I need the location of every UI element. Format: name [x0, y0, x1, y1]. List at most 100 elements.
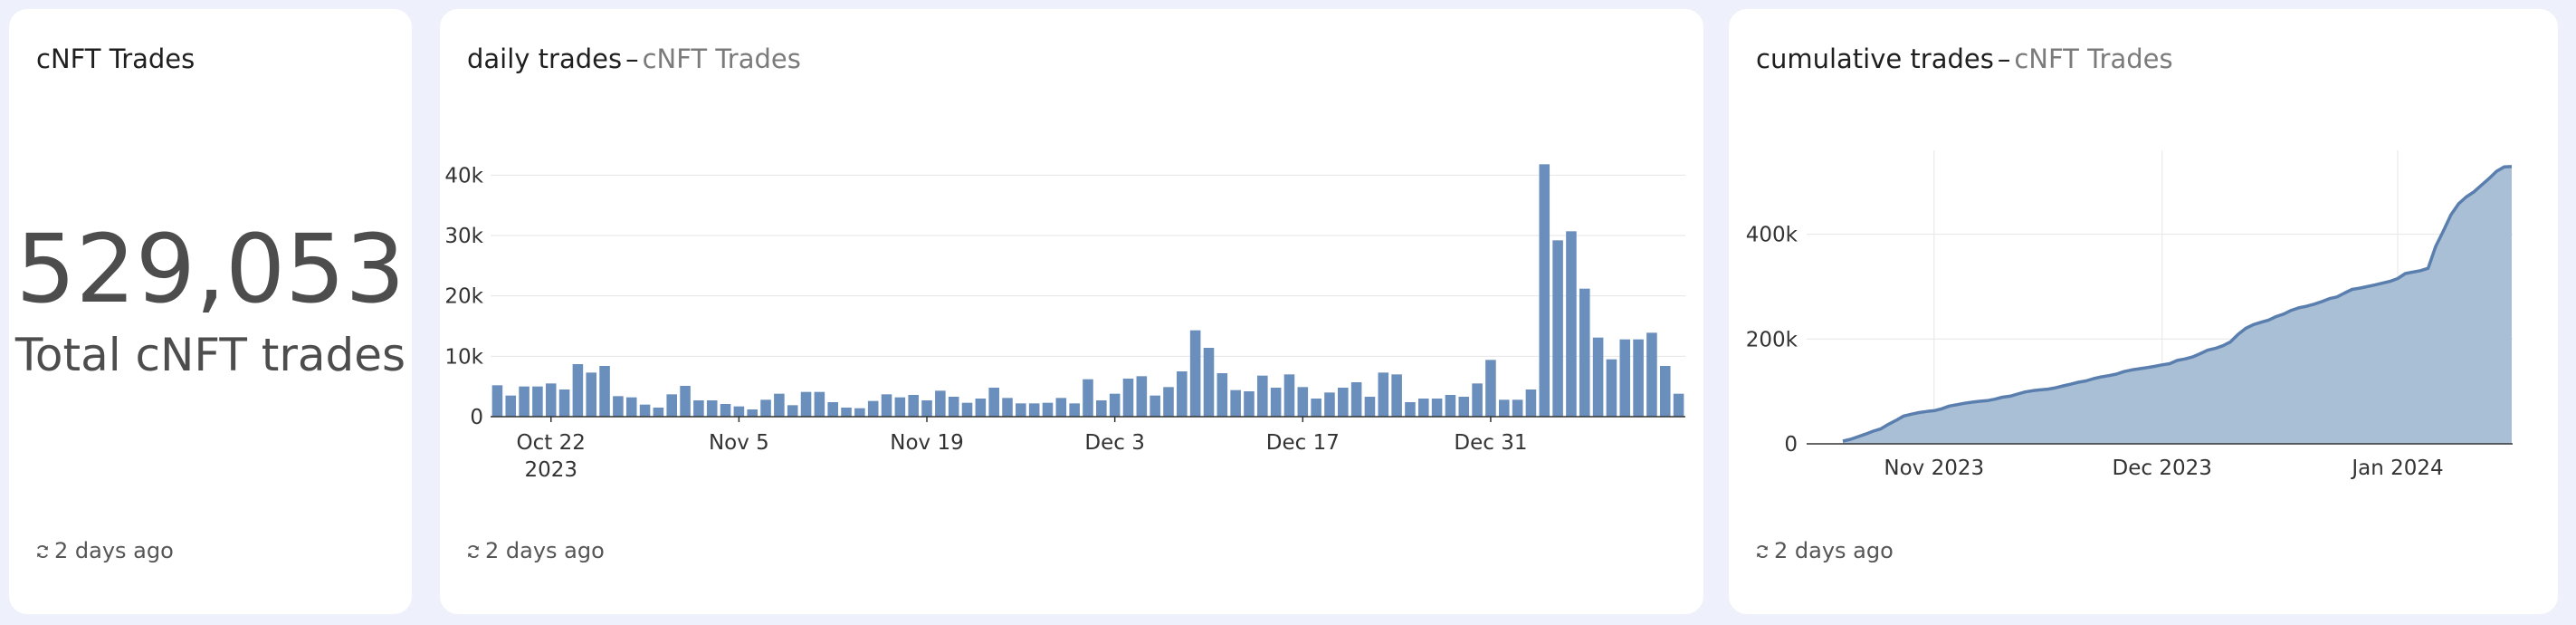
counter-card: cNFT Trades 529,053 Total cNFT trades 2 …: [9, 9, 412, 614]
daily-bar: [747, 409, 758, 417]
daily-y-tick-label: 30k: [444, 225, 483, 248]
daily-bar: [1445, 395, 1456, 417]
daily-bar: [1646, 332, 1657, 417]
daily-bar: [586, 372, 596, 417]
daily-bar: [1418, 399, 1429, 417]
daily-bar: [1043, 403, 1054, 417]
daily-bar: [1633, 340, 1644, 417]
daily-bar: [1284, 374, 1295, 417]
daily-bar: [1016, 403, 1026, 417]
daily-bar: [546, 383, 557, 417]
daily-x-tick-label: Nov 19: [890, 431, 963, 455]
daily-bar: [734, 407, 745, 417]
total-trades-label: Total cNFT trades: [9, 332, 412, 378]
daily-bar: [895, 398, 906, 417]
daily-bar: [1674, 394, 1684, 417]
daily-bar: [1607, 360, 1617, 417]
counter-card-title[interactable]: cNFT Trades: [36, 43, 195, 74]
daily-bar: [666, 394, 677, 417]
daily-bar: [599, 366, 610, 417]
daily-bar: [1391, 374, 1402, 417]
daily-y-tick-label: 10k: [444, 345, 483, 369]
daily-bar: [1096, 400, 1107, 417]
daily-bar: [827, 402, 838, 417]
daily-bar: [1324, 392, 1335, 417]
cumulative-x-tick-label: Nov 2023: [1884, 457, 1984, 480]
daily-bar: [801, 392, 812, 417]
refresh-icon[interactable]: [34, 538, 51, 563]
daily-bar: [1177, 371, 1188, 417]
daily-bar: [854, 409, 865, 417]
daily-bar: [492, 385, 503, 417]
cumulative-trades-chart[interactable]: 0 200k 400k Nov 2023 Dec 2023 Jan 2024: [1729, 9, 2558, 614]
daily-bar: [1029, 403, 1040, 417]
daily-bar: [1298, 387, 1309, 417]
daily-bar: [1204, 348, 1215, 417]
daily-bar: [1002, 398, 1013, 417]
daily-trades-chart[interactable]: 0 10k 20k 30k 40k Oct 22 2023 Nov 5 Nov 19 Dec 3 D…: [440, 9, 1703, 614]
cumulative-y-tick-label: 0: [1784, 433, 1798, 457]
daily-bar: [1485, 360, 1496, 417]
daily-bar: [693, 400, 704, 417]
daily-bar: [626, 398, 637, 417]
daily-bar: [1163, 387, 1174, 417]
daily-bar: [760, 399, 771, 417]
total-trades-value: 529,053: [9, 222, 412, 316]
daily-bar: [1338, 388, 1349, 417]
daily-bar: [1244, 391, 1255, 417]
daily-y-tick-label: 20k: [444, 285, 483, 309]
daily-bar: [1311, 399, 1321, 417]
cumulative-trades-card: cumulative trades – cNFT Trades 0 200k 400k N…: [1729, 9, 2558, 614]
daily-bar: [1512, 399, 1523, 417]
daily-bar: [1566, 231, 1577, 417]
daily-updated-text: 2 days ago: [485, 538, 605, 563]
daily-y-tick-label: 40k: [444, 164, 483, 188]
daily-bar: [1110, 394, 1121, 417]
cumulative-updated-text: 2 days ago: [1774, 538, 1894, 563]
daily-bar: [1150, 396, 1160, 417]
daily-bar: [505, 396, 516, 417]
cumulative-area: [1843, 167, 2512, 444]
cumulative-y-tick-label: 200k: [1746, 328, 1798, 351]
daily-bar: [1123, 379, 1134, 417]
daily-bar: [720, 404, 731, 417]
daily-updated[interactable]: 2 days ago: [465, 538, 605, 563]
daily-bar: [921, 400, 932, 417]
daily-bar: [1593, 338, 1604, 417]
cumulative-x-tick-label: Jan 2024: [2350, 457, 2443, 480]
daily-bar: [1539, 164, 1550, 417]
daily-bar: [815, 392, 825, 417]
daily-bar: [882, 394, 892, 417]
refresh-icon[interactable]: [465, 538, 482, 563]
daily-x-tick-label: Dec 17: [1266, 431, 1340, 455]
counter-updated-text: 2 days ago: [54, 538, 174, 563]
daily-bar: [1579, 289, 1590, 417]
cumulative-x-tick-label: Dec 2023: [2113, 457, 2212, 480]
daily-bar: [1472, 383, 1483, 417]
daily-bar: [640, 405, 651, 417]
daily-bar: [654, 408, 664, 417]
daily-bar: [1056, 398, 1067, 417]
daily-y-tick-label: 0: [470, 406, 483, 429]
daily-bar: [1619, 340, 1630, 417]
daily-x-tick-label: Nov 5: [709, 431, 769, 455]
daily-bar: [1365, 397, 1376, 417]
counter-updated[interactable]: 2 days ago: [34, 538, 174, 563]
daily-bar: [1379, 372, 1389, 417]
daily-bar: [787, 405, 798, 417]
daily-x-tick-label: Dec 3: [1084, 431, 1144, 455]
daily-bar: [1552, 240, 1563, 417]
daily-bar: [613, 396, 624, 417]
refresh-icon[interactable]: [1754, 538, 1770, 563]
daily-bar: [1137, 376, 1148, 417]
daily-bar: [935, 390, 946, 417]
daily-bar: [988, 388, 999, 417]
daily-bar: [976, 399, 987, 417]
daily-trades-card: daily trades – cNFT Trades 0 10k 20k 30k 40k Oc…: [440, 9, 1703, 614]
daily-bar: [1660, 366, 1671, 417]
cumulative-updated[interactable]: 2 days ago: [1754, 538, 1894, 563]
daily-bar: [1526, 389, 1537, 417]
daily-bar: [1458, 397, 1469, 417]
daily-bar: [1257, 376, 1268, 417]
daily-bar: [774, 394, 785, 417]
